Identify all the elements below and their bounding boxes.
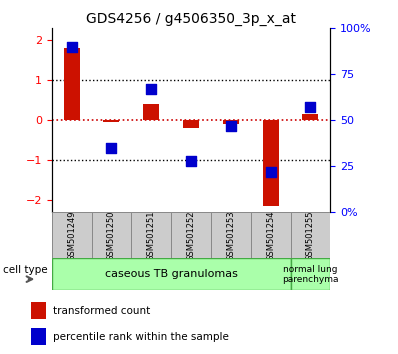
Text: GSM501251: GSM501251 (147, 210, 156, 261)
Bar (183, 120, 199, 127)
Bar (31, 302, 46, 319)
Text: transformed count: transformed count (53, 306, 150, 316)
Text: GSM501254: GSM501254 (266, 210, 275, 261)
Text: caseous TB granulomas: caseous TB granulomas (105, 269, 238, 279)
Bar (291, 212, 330, 258)
Point (108, 145, 115, 151)
Bar (131, 212, 171, 258)
Bar (31, 328, 46, 345)
Point (68, 44, 75, 50)
Bar (143, 104, 159, 120)
Text: GSM501253: GSM501253 (226, 210, 235, 261)
Bar (52, 258, 291, 290)
Bar (291, 258, 330, 290)
Text: cell type: cell type (3, 264, 47, 275)
Point (228, 123, 234, 129)
Bar (92, 212, 131, 258)
Point (148, 86, 154, 92)
Bar (171, 212, 211, 258)
Bar (103, 120, 119, 122)
Title: GDS4256 / g4506350_3p_x_at: GDS4256 / g4506350_3p_x_at (86, 12, 296, 26)
Text: GSM501249: GSM501249 (67, 210, 76, 261)
Point (267, 169, 274, 175)
Text: GSM501255: GSM501255 (306, 210, 315, 261)
Bar (64, 47, 80, 120)
Bar (52, 212, 92, 258)
Point (188, 158, 194, 164)
Text: normal lung
parenchyma: normal lung parenchyma (282, 265, 339, 284)
Bar (251, 212, 291, 258)
Point (307, 105, 314, 110)
Bar (302, 114, 318, 120)
Text: GSM501250: GSM501250 (107, 210, 116, 261)
Text: percentile rank within the sample: percentile rank within the sample (53, 332, 229, 342)
Bar (223, 120, 239, 124)
Text: GSM501252: GSM501252 (187, 210, 195, 261)
Bar (263, 120, 279, 206)
Bar (211, 212, 251, 258)
